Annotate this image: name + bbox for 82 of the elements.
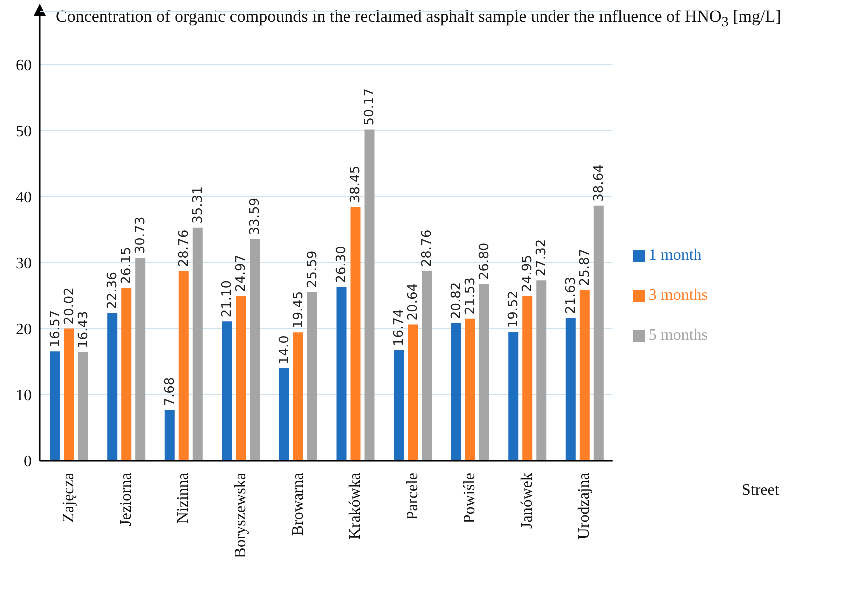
data-label: 38.45 (348, 166, 364, 204)
bar (250, 239, 260, 461)
bar (178, 271, 189, 461)
data-label: 24.97 (234, 254, 250, 292)
bar (408, 324, 418, 461)
x-tick-label: Krakówka (347, 473, 364, 540)
x-tick-label: Powiśle (462, 473, 479, 524)
data-label: 25.59 (305, 250, 320, 288)
bar (236, 296, 246, 461)
bar (136, 258, 146, 461)
legend-label: 1 month (648, 246, 702, 264)
data-label: 16.57 (48, 310, 64, 348)
bar (479, 284, 490, 461)
bar (222, 322, 232, 461)
bar (508, 332, 519, 461)
data-label: 21.53 (463, 278, 478, 315)
y-tick-label: 10 (16, 388, 32, 405)
bar (536, 280, 547, 461)
legend-label: 3 months (648, 286, 708, 304)
y-tick-label: 0 (24, 454, 32, 471)
data-label: 19.52 (506, 290, 522, 328)
bar (465, 318, 476, 461)
data-label: 26.30 (334, 246, 350, 284)
data-label: 35.31 (190, 186, 206, 224)
bar (364, 130, 375, 461)
data-label: 20.82 (449, 282, 464, 320)
data-label: 7.68 (162, 377, 178, 406)
bar (64, 328, 74, 461)
x-tick-label: Nizinna (175, 473, 192, 524)
y-tick-label: 60 (16, 58, 32, 75)
bar (580, 290, 590, 461)
bar (451, 324, 462, 461)
data-label: 21.10 (220, 280, 236, 318)
data-label: 26.15 (120, 247, 135, 284)
bar (78, 352, 88, 461)
x-tick-label: Janówek (518, 473, 536, 529)
data-label: 38.64 (592, 164, 607, 202)
bar (164, 410, 175, 461)
x-tick-label: Browarna (290, 473, 307, 536)
data-label: 33.59 (248, 198, 264, 236)
data-label: 28.76 (176, 230, 192, 268)
data-label: 16.43 (76, 311, 92, 349)
data-label: 50.17 (362, 88, 378, 126)
x-tick-label: Zajęcza (60, 473, 78, 523)
bar (293, 332, 304, 461)
data-label: 20.64 (406, 283, 422, 321)
data-label: 21.63 (564, 276, 579, 314)
text: Street (742, 482, 780, 500)
data-label: 14.0 (277, 336, 292, 365)
x-tick-label: Parcele (404, 473, 422, 520)
bar (422, 271, 432, 461)
x-tick-label: Urodzajna (576, 473, 594, 540)
y-tick-label: 50 (16, 124, 32, 141)
bar (350, 207, 361, 461)
data-label: 20.02 (62, 288, 78, 325)
bar (50, 352, 60, 461)
bar (192, 228, 203, 461)
data-label: 19.45 (291, 291, 306, 329)
x-tick-label: Boryszewska (232, 473, 250, 558)
bar (594, 206, 604, 461)
x-tick-label: Jeziorna (118, 473, 135, 526)
data-label: 24.95 (520, 255, 536, 292)
legend-label: 5 months (648, 326, 708, 344)
bar (566, 318, 576, 461)
data-label: 22.36 (106, 272, 121, 310)
bar (122, 288, 132, 461)
data-label: 30.73 (134, 216, 149, 254)
y-tick-label: 30 (16, 256, 32, 273)
y-tick-label: 40 (16, 190, 32, 207)
bar (522, 296, 533, 461)
bar (279, 368, 290, 461)
data-label: 16.74 (392, 309, 408, 346)
data-label: 26.80 (477, 242, 492, 280)
bar (108, 313, 118, 461)
data-label: 27.32 (534, 239, 550, 277)
bar (336, 287, 347, 461)
data-label: 28.76 (420, 230, 436, 268)
chart-title: Concentration of organic compounds in the reclaimed asphalt sample under the influence of HNO$_{3}$ [mg/L] (56, 7, 782, 32)
data-label: 25.87 (578, 248, 593, 286)
y-tick-label: 20 (16, 322, 32, 339)
bar (394, 350, 404, 461)
bar (307, 292, 318, 461)
